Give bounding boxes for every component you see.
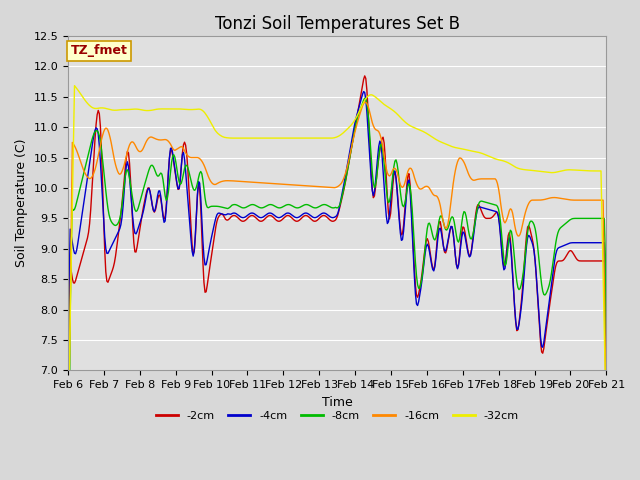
-32cm <box>386 105 394 111</box>
Line: -4cm: -4cm <box>68 92 606 480</box>
-8cm <box>386 199 394 204</box>
-4cm <box>386 211 394 216</box>
-32cm <box>506 161 514 167</box>
Line: -32cm: -32cm <box>68 85 606 439</box>
-32cm <box>324 135 332 141</box>
-2cm <box>323 214 331 220</box>
-8cm <box>320 202 328 207</box>
-16cm <box>602 421 610 427</box>
Line: -2cm: -2cm <box>68 76 606 480</box>
-8cm <box>361 96 369 101</box>
-2cm <box>591 258 598 264</box>
X-axis label: Time: Time <box>322 396 353 408</box>
-32cm <box>321 135 328 141</box>
-16cm <box>64 465 72 471</box>
-2cm <box>355 101 363 107</box>
-8cm <box>506 228 514 233</box>
-8cm <box>355 109 363 115</box>
Legend: -2cm, -4cm, -8cm, -16cm, -32cm: -2cm, -4cm, -8cm, -16cm, -32cm <box>151 406 524 425</box>
-2cm <box>506 236 514 242</box>
Line: -8cm: -8cm <box>68 98 606 480</box>
-4cm <box>591 240 598 246</box>
Title: Tonzi Soil Temperatures Set B: Tonzi Soil Temperatures Set B <box>214 15 460 33</box>
-16cm <box>361 99 369 105</box>
-16cm <box>355 113 363 119</box>
-32cm <box>591 168 598 174</box>
-8cm <box>323 203 331 208</box>
-16cm <box>323 184 331 190</box>
-2cm <box>361 73 369 79</box>
Line: -16cm: -16cm <box>68 102 606 468</box>
-16cm <box>506 206 514 212</box>
-16cm <box>386 173 394 179</box>
-8cm <box>591 216 598 221</box>
-4cm <box>320 210 328 216</box>
-4cm <box>506 241 514 247</box>
-16cm <box>320 184 328 190</box>
Text: TZ_fmet: TZ_fmet <box>70 44 127 57</box>
-4cm <box>64 474 72 480</box>
-4cm <box>360 89 367 95</box>
-4cm <box>355 103 363 109</box>
-2cm <box>386 216 394 222</box>
-2cm <box>320 213 328 218</box>
-8cm <box>602 396 610 402</box>
-16cm <box>591 197 598 203</box>
-4cm <box>323 212 331 217</box>
-32cm <box>70 83 78 88</box>
Y-axis label: Soil Temperature (C): Soil Temperature (C) <box>15 139 28 267</box>
-32cm <box>356 106 364 112</box>
-32cm <box>64 436 72 442</box>
-32cm <box>602 429 610 434</box>
